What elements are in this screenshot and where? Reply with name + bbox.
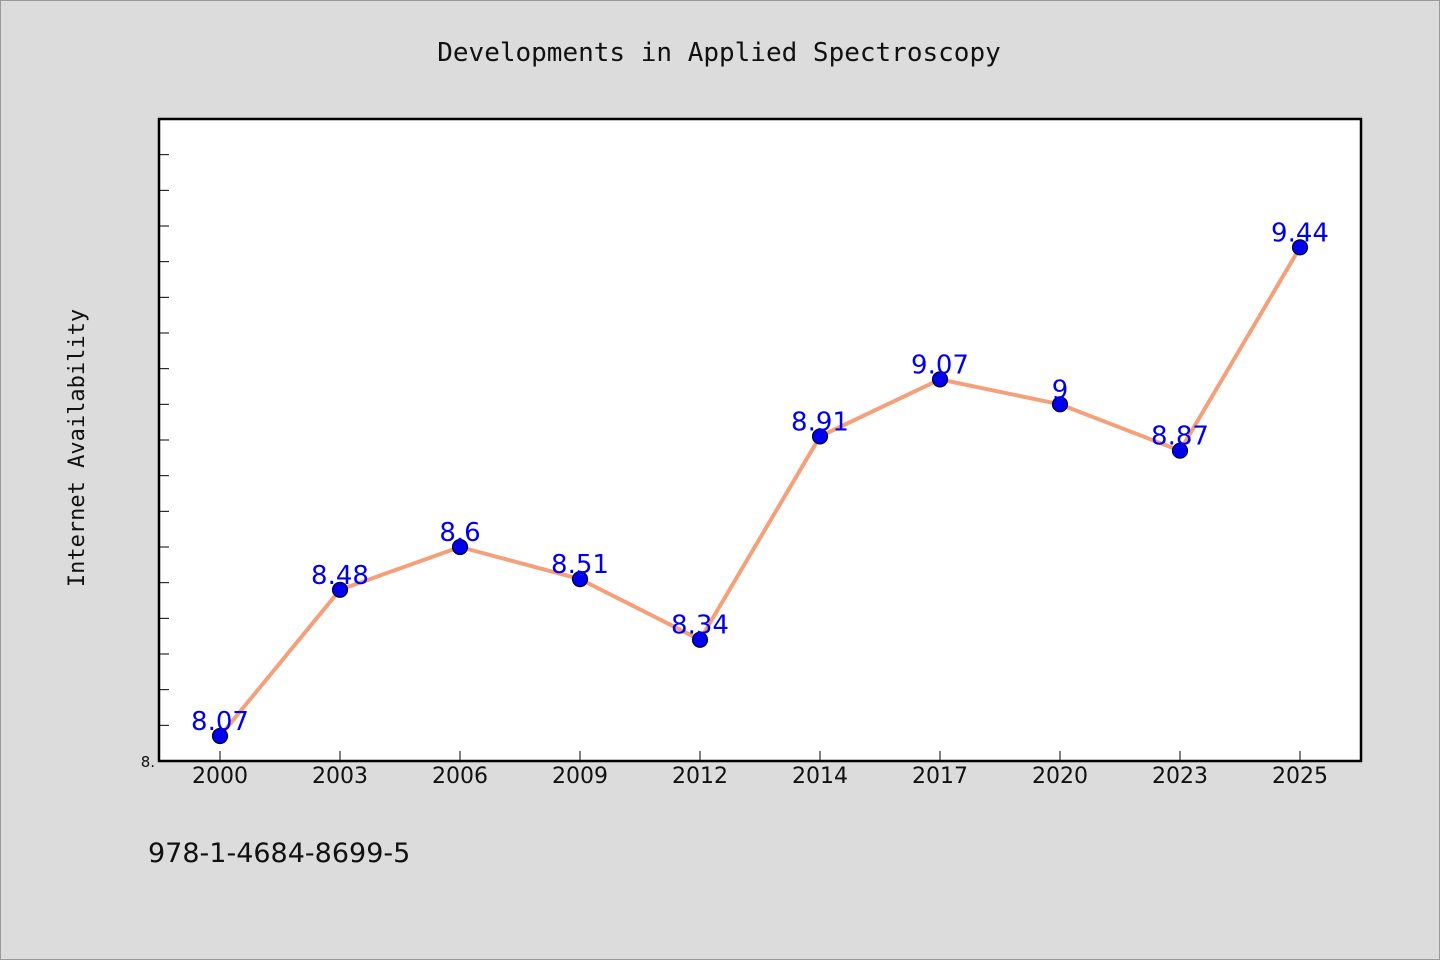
x-tick-label: 2017 — [912, 764, 968, 789]
data-label: 9.44 — [1271, 218, 1329, 248]
plot-border — [157, 117, 1363, 763]
x-tick-label: 2003 — [312, 764, 368, 789]
data-point — [451, 538, 469, 556]
x-tick-label: 2014 — [792, 764, 848, 789]
data-point — [331, 581, 349, 598]
data-label: 8.07 — [191, 707, 249, 737]
series-layer — [211, 239, 1309, 745]
data-label: 8.6 — [439, 518, 480, 548]
data-labels: 8.07 8.48 8.6 8.51 8.34 8.91 9.07 9 8.87 9.44 — [191, 218, 1329, 737]
data-label: 8.91 — [791, 407, 849, 437]
data-label: 8.48 — [311, 561, 369, 591]
data-point — [1291, 239, 1309, 256]
isbn-footer: 978-1-4684-8699-5 — [148, 838, 410, 869]
x-axis-ticks: 2000 2003 2006 2009 2012 2014 2017 2020 2023 2025 — [192, 751, 1328, 789]
x-tick-label: 2009 — [552, 764, 608, 789]
data-label: 8.87 — [1151, 422, 1209, 452]
y-tick-label: 8. — [141, 753, 155, 771]
data-point — [1051, 396, 1069, 413]
data-point — [211, 727, 229, 745]
x-tick-label: 2006 — [432, 764, 488, 789]
data-label: 9.07 — [911, 350, 969, 380]
data-point — [1171, 442, 1189, 459]
x-tick-label: 2025 — [1272, 764, 1328, 789]
series-line — [218, 246, 1302, 738]
data-point — [571, 570, 589, 588]
data-label: 8.51 — [551, 550, 609, 580]
data-point — [691, 631, 709, 648]
x-tick-label: 2012 — [672, 764, 728, 789]
data-point — [811, 428, 829, 445]
data-label: 9 — [1052, 375, 1069, 405]
data-point — [931, 371, 949, 388]
chart-title: Developments in Applied Spectroscopy — [437, 38, 1001, 68]
x-tick-label: 2000 — [192, 764, 248, 789]
y-axis-label: Internet Availability — [65, 309, 90, 587]
y-axis-ticks: 8. — [141, 118, 169, 771]
data-label: 8.34 — [671, 611, 729, 641]
x-tick-label: 2020 — [1032, 764, 1088, 789]
x-tick-label: 2023 — [1152, 764, 1208, 789]
plot-area — [159, 119, 1361, 761]
